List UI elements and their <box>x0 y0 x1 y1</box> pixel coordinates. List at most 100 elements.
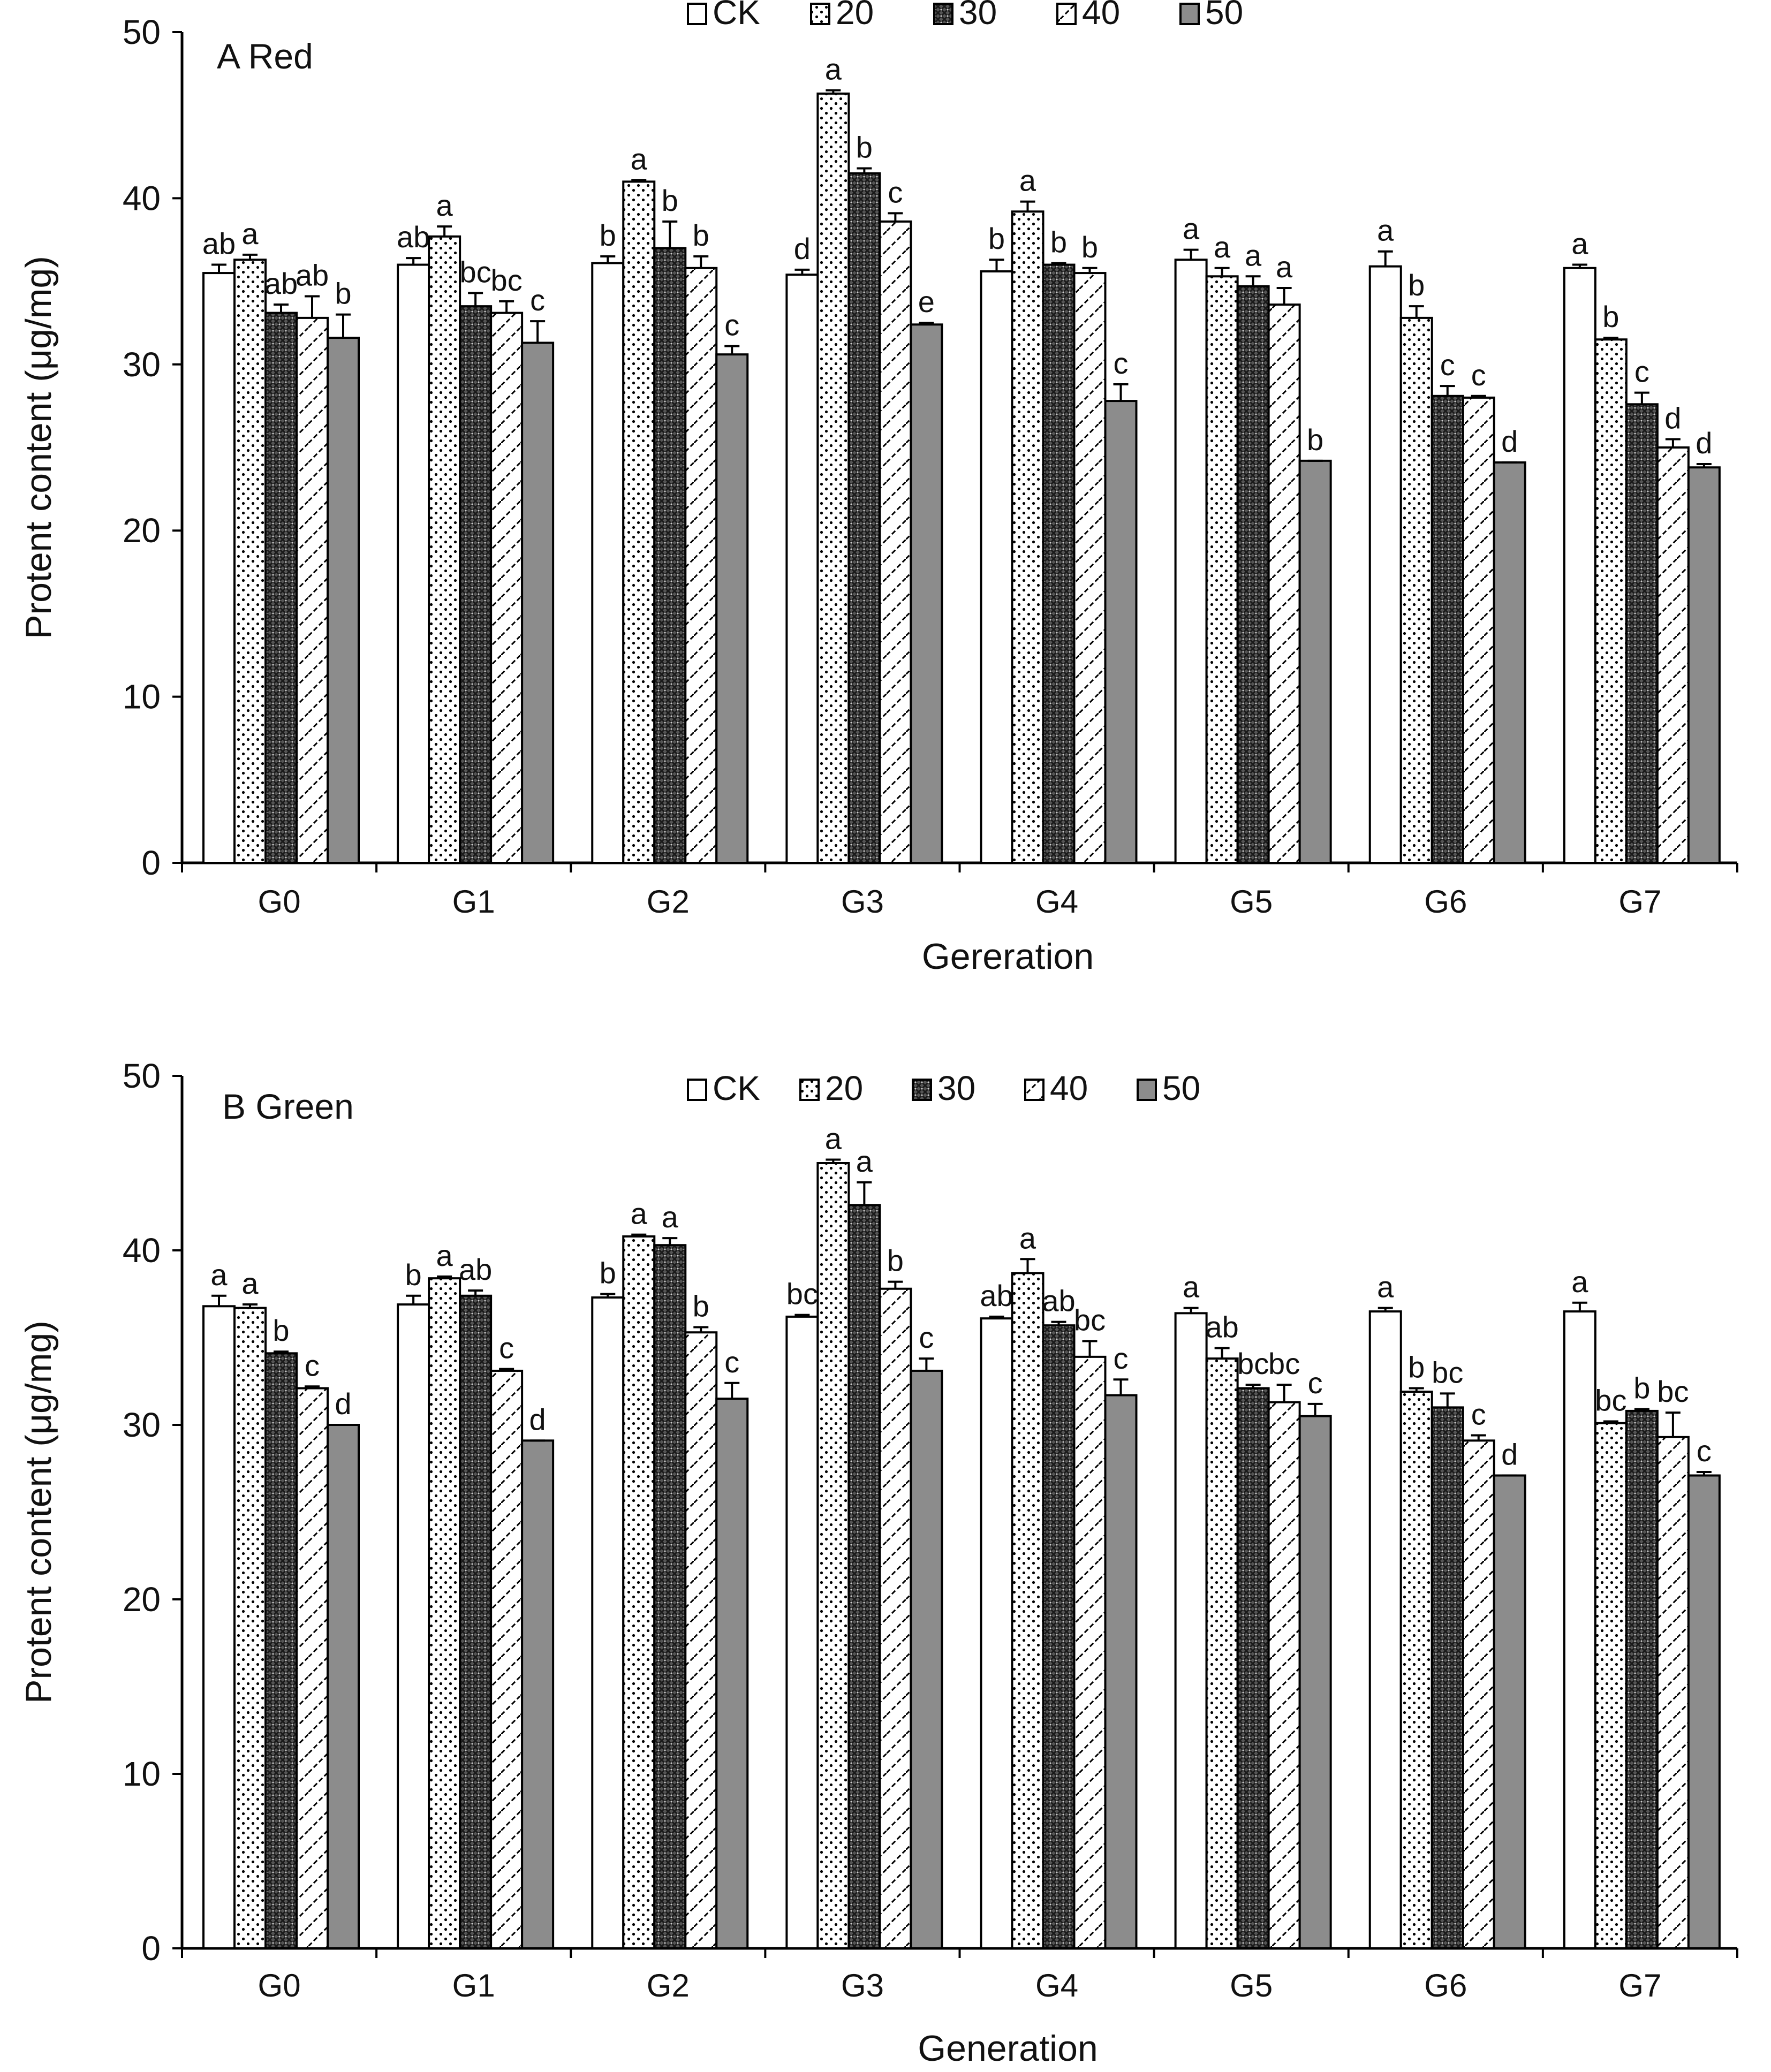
bar <box>327 1424 360 1949</box>
significance-letter: a <box>1183 212 1200 246</box>
bar <box>327 337 360 864</box>
significance-letter: bc <box>460 255 491 289</box>
significance-letter: e <box>918 285 935 318</box>
legend-swatch <box>933 3 953 25</box>
significance-letter: a <box>631 1197 648 1231</box>
bar <box>1368 1310 1402 1950</box>
bar <box>1656 446 1690 864</box>
x-tick-label: G7 <box>1618 1968 1661 2003</box>
bar <box>521 1439 555 1950</box>
bar <box>1298 459 1332 864</box>
y-tick-label: 0 <box>141 1929 161 1968</box>
x-tick-label: G5 <box>1230 884 1273 920</box>
legend-swatch <box>687 3 707 25</box>
bar <box>459 305 493 864</box>
significance-letter: ab <box>980 1279 1013 1312</box>
significance-letter: c <box>724 1345 739 1379</box>
significance-letter: b <box>662 184 678 217</box>
bar <box>1174 259 1208 864</box>
legend-swatch <box>687 1079 707 1101</box>
significance-letter: d <box>335 1387 351 1421</box>
significance-letter: a <box>1377 1270 1394 1304</box>
legend-label: 20 <box>836 0 874 32</box>
x-tick-label: G7 <box>1618 884 1661 920</box>
significance-letter: a <box>856 1144 873 1178</box>
legend-label: 20 <box>825 1069 863 1107</box>
legend-label: 30 <box>937 1069 975 1107</box>
bar <box>1205 275 1239 864</box>
bar <box>1493 1474 1526 1950</box>
significance-letter: c <box>499 1331 514 1365</box>
y-tick-label: 50 <box>123 1057 161 1095</box>
y-tick-label: 40 <box>123 1231 161 1270</box>
y-tick-label: 40 <box>123 179 161 217</box>
bar <box>202 1305 236 1950</box>
significance-letter: a <box>1377 214 1394 247</box>
bar <box>233 1307 267 1950</box>
significance-letter: bc <box>1657 1375 1689 1408</box>
significance-letter: d <box>1501 1438 1518 1471</box>
significance-letter: c <box>724 308 739 342</box>
y-tick-label: 30 <box>123 345 161 384</box>
significance-letter: c <box>919 1320 934 1354</box>
significance-letter: b <box>988 222 1005 255</box>
significance-letter: a <box>241 1266 259 1300</box>
bar <box>1042 1324 1076 1949</box>
bar <box>490 1369 524 1949</box>
bar <box>490 312 524 864</box>
legend-swatch <box>1179 3 1200 25</box>
bar <box>264 1352 298 1950</box>
bar <box>1368 265 1402 864</box>
bar <box>715 1398 749 1950</box>
x-tick-label: G0 <box>258 1968 301 2003</box>
significance-letter: a <box>1276 250 1293 284</box>
bar <box>202 272 236 864</box>
bar <box>1236 1387 1270 1949</box>
significance-letter: d <box>1664 401 1681 435</box>
x-tick-label: G4 <box>1035 1968 1078 2003</box>
bar <box>1431 1406 1464 1949</box>
legend-swatch <box>810 3 830 25</box>
significance-letter: a <box>825 1121 842 1155</box>
significance-letter: a <box>436 188 453 222</box>
bar <box>1205 1357 1239 1950</box>
bar <box>910 323 943 864</box>
bar <box>910 1369 943 1949</box>
significance-letter: b <box>335 277 351 310</box>
bar <box>459 1294 493 1949</box>
significance-letter: a <box>210 1258 228 1292</box>
significance-letter: bc <box>1237 1347 1269 1380</box>
bar <box>879 1287 912 1949</box>
significance-letter: a <box>1183 1270 1200 1304</box>
significance-letter: a <box>1019 164 1036 198</box>
significance-letter: bc <box>1074 1303 1106 1337</box>
significance-letter: a <box>1214 230 1231 264</box>
x-tick-label: G3 <box>841 1968 884 2003</box>
x-axis-title: Generation <box>918 2028 1098 2069</box>
bar <box>715 353 749 864</box>
significance-letter: a <box>1571 227 1588 261</box>
significance-letter: a <box>825 52 842 86</box>
bar <box>591 1296 625 1949</box>
significance-letter: a <box>1019 1221 1036 1255</box>
x-tick-label: G1 <box>452 1968 495 2003</box>
bar <box>785 1315 819 1949</box>
significance-letter: bc <box>786 1277 818 1311</box>
bar <box>1431 394 1464 864</box>
x-tick-label: G0 <box>258 884 301 920</box>
bar <box>1073 1355 1107 1950</box>
panel-label: B Green <box>222 1087 354 1126</box>
legend-label: 50 <box>1205 0 1243 32</box>
bar <box>1011 210 1045 864</box>
x-tick-label: G4 <box>1035 884 1078 920</box>
significance-letter: b <box>405 1258 422 1292</box>
bar <box>980 270 1013 864</box>
significance-letter: d <box>794 232 811 265</box>
x-tick-label: G2 <box>647 1968 690 2003</box>
legend-label: CK <box>713 1069 760 1107</box>
significance-letter: c <box>530 283 545 317</box>
panel-label: A Red <box>217 36 313 76</box>
bar <box>296 316 329 864</box>
significance-letter: b <box>693 218 709 252</box>
